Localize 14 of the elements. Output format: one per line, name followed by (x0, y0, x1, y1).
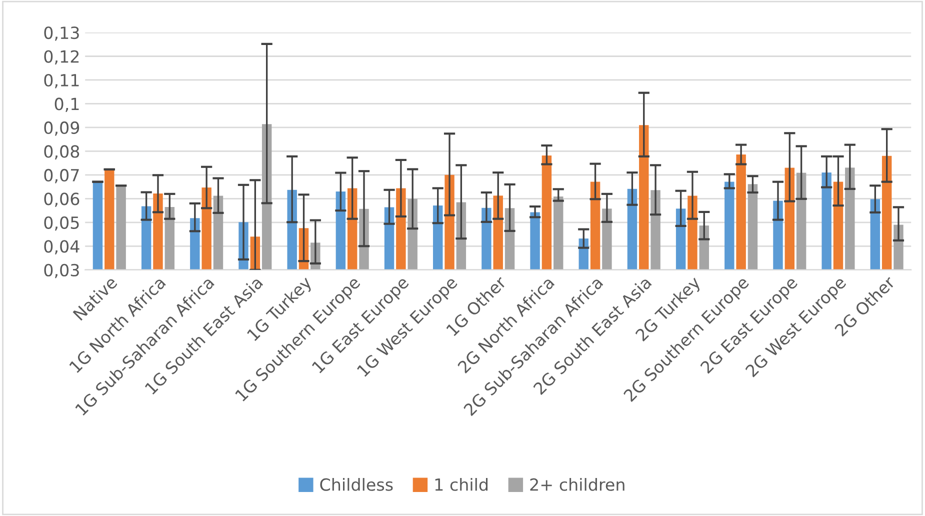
y-tick-label: 0,05 (44, 216, 79, 231)
y-tick-label: 0,12 (44, 50, 79, 65)
y-tick-label: 0,09 (44, 121, 80, 136)
y-tick-label: 0,11 (44, 74, 79, 88)
y-tick-label: 0,06 (44, 192, 80, 207)
y-tick-label: 0,1 (54, 98, 79, 112)
legend-label: 1 child (435, 478, 488, 491)
y-tick-label: 0,03 (44, 264, 79, 278)
y-tick-label: 0,13 (44, 26, 79, 41)
y-tick-label: 0,07 (44, 168, 79, 184)
legend-label: 2+ children (530, 478, 624, 491)
y-tick-label: 0,04 (44, 240, 80, 254)
y-tick-label: 0,08 (44, 145, 80, 160)
legend-label: Childless (320, 478, 393, 491)
